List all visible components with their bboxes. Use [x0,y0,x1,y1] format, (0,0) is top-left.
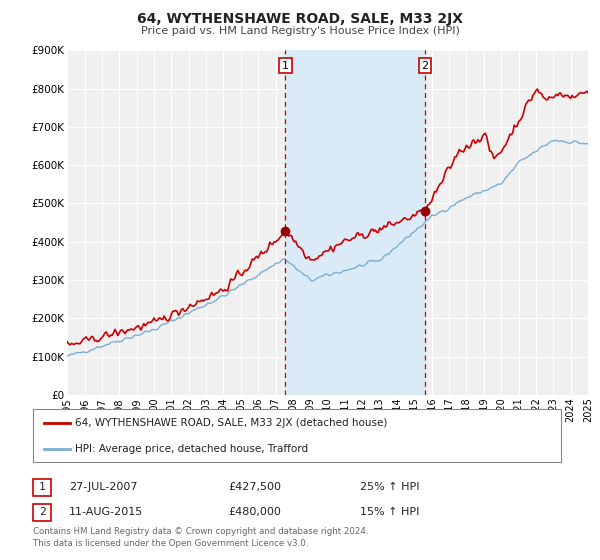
Text: 64, WYTHENSHAWE ROAD, SALE, M33 2JX (detached house): 64, WYTHENSHAWE ROAD, SALE, M33 2JX (det… [75,418,388,428]
HPI: Average price, detached house, Trafford: (2.01e+03, 3.37e+05): Average price, detached house, Trafford:… [360,263,367,269]
Line: 64, WYTHENSHAWE ROAD, SALE, M33 2JX (detached house): 64, WYTHENSHAWE ROAD, SALE, M33 2JX (det… [67,89,588,345]
64, WYTHENSHAWE ROAD, SALE, M33 2JX (detached house) [391,222,398,229]
HPI: Average price, detached house, Trafford: (2.02e+03, 6.56e+05): Average price, detached house, Trafford:… [584,140,592,147]
64, WYTHENSHAWE ROAD, SALE, M33 2JX (detached house) [64,338,71,345]
HPI: Average price, detached house, Trafford: (2.01e+03, 3.52e+05): Average price, detached house, Trafford:… [377,256,385,263]
64, WYTHENSHAWE ROAD, SALE, M33 2JX (detached house) [522,101,529,108]
64, WYTHENSHAWE ROAD, SALE, M33 2JX (detached house) [80,336,87,343]
HPI: Average price, detached house, Trafford: (2.02e+03, 6.65e+05): Average price, detached house, Trafford:… [551,137,559,144]
Text: Contains HM Land Registry data © Crown copyright and database right 2024.
This d: Contains HM Land Registry data © Crown c… [33,527,368,548]
Line: HPI: Average price, detached house, Trafford: HPI: Average price, detached house, Traf… [67,141,588,356]
HPI: Average price, detached house, Trafford: (2.02e+03, 6.17e+05): Average price, detached house, Trafford:… [521,156,528,162]
64, WYTHENSHAWE ROAD, SALE, M33 2JX (detached house) [534,86,541,92]
Text: £427,500: £427,500 [228,482,281,492]
Text: 15% ↑ HPI: 15% ↑ HPI [360,507,419,517]
64, WYTHENSHAWE ROAD, SALE, M33 2JX (detached house) [379,225,386,232]
Text: 1: 1 [282,60,289,71]
HPI: Average price, detached house, Trafford: (2e+03, 1.02e+05): Average price, detached house, Trafford:… [64,353,71,360]
Text: HPI: Average price, detached house, Trafford: HPI: Average price, detached house, Traf… [75,444,308,454]
HPI: Average price, detached house, Trafford: (2e+03, 1.85e+05): Average price, detached house, Trafford:… [161,321,168,328]
Text: 27-JUL-2007: 27-JUL-2007 [69,482,137,492]
Text: 2: 2 [421,60,428,71]
Text: Price paid vs. HM Land Registry's House Price Index (HPI): Price paid vs. HM Land Registry's House … [140,26,460,36]
Text: £480,000: £480,000 [228,507,281,517]
Bar [286,50,425,395]
Text: 25% ↑ HPI: 25% ↑ HPI [360,482,419,492]
Text: 11-AUG-2015: 11-AUG-2015 [69,507,143,517]
HPI: Average price, detached house, Trafford: (2.01e+03, 3.8e+05): Average price, detached house, Trafford:… [389,246,396,253]
Text: 2: 2 [38,507,46,517]
64, WYTHENSHAWE ROAD, SALE, M33 2JX (detached house) [162,315,169,322]
64, WYTHENSHAWE ROAD, SALE, M33 2JX (detached house) [362,235,369,241]
Text: 1: 1 [38,482,46,492]
64, WYTHENSHAWE ROAD, SALE, M33 2JX (detached house) [584,90,592,96]
Text: 64, WYTHENSHAWE ROAD, SALE, M33 2JX: 64, WYTHENSHAWE ROAD, SALE, M33 2JX [137,12,463,26]
HPI: Average price, detached house, Trafford: (2e+03, 1.11e+05): Average price, detached house, Trafford:… [78,349,85,356]
64, WYTHENSHAWE ROAD, SALE, M33 2JX (detached house) [67,342,74,348]
